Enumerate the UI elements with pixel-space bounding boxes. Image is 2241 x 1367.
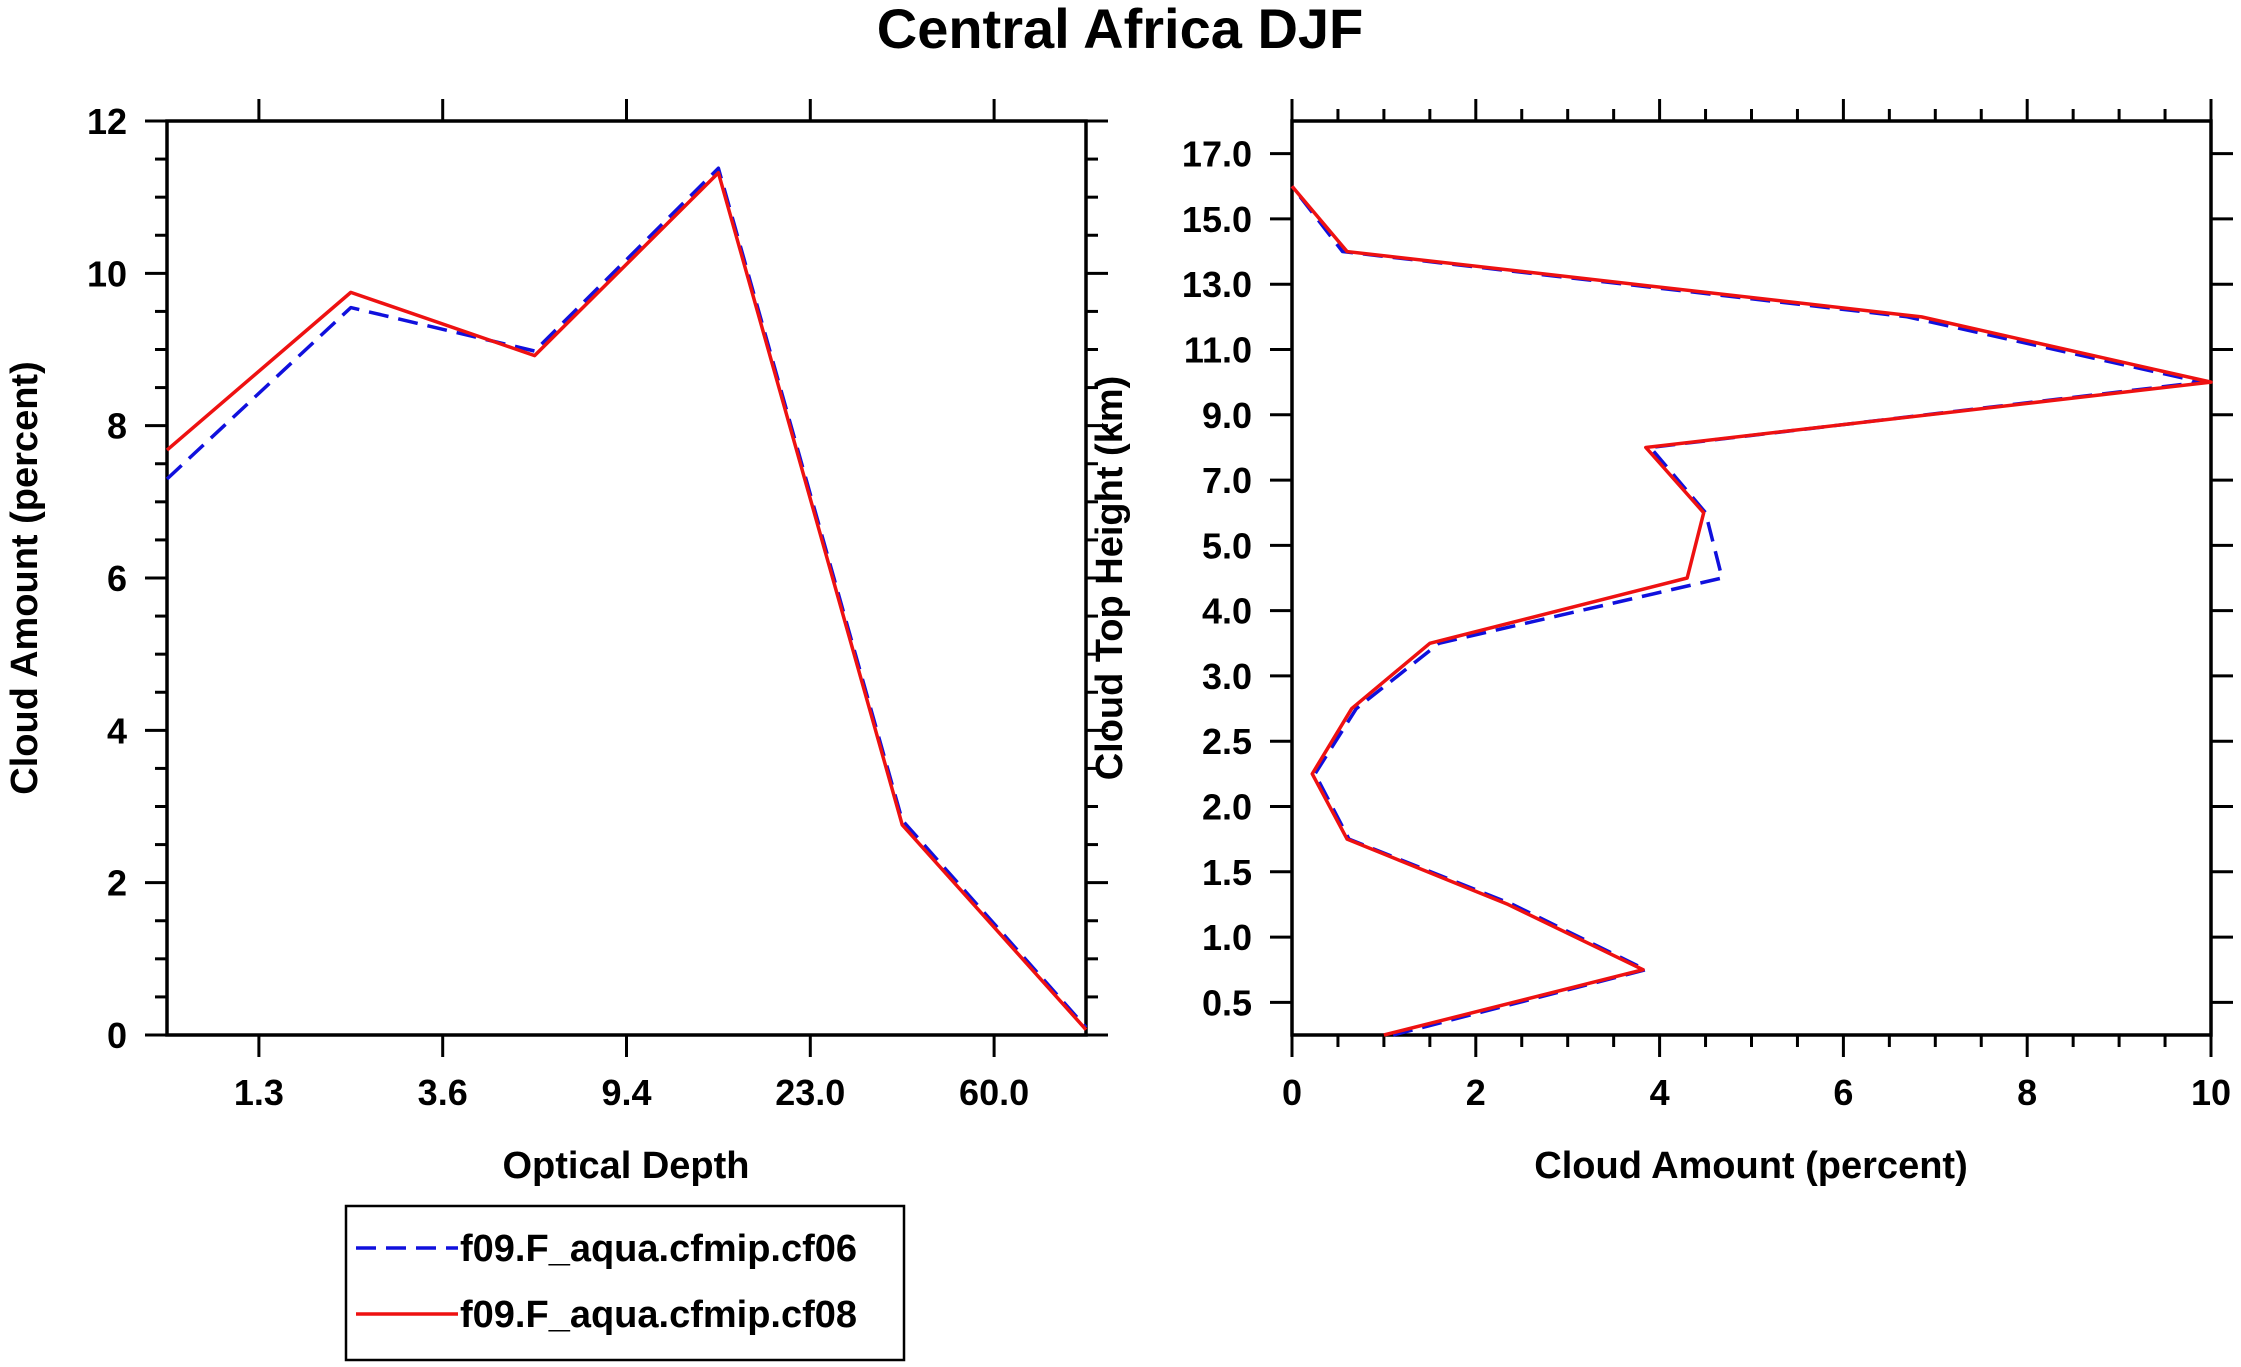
left-y-tick-label: 12 [87, 101, 127, 142]
legend-label-cf08: f09.F_aqua.cfmip.cf08 [460, 1294, 857, 1336]
right-y-tick-label: 13.0 [1182, 264, 1252, 305]
right-y-tick-label: 11.0 [1184, 330, 1252, 371]
right-chart-cloud-height: 0 2 4 6 8 10 0.5 1.0 1.5 2.0 2.5 3.0 4.0 5.0 7.0 9.0 11.… [1089, 99, 2233, 1187]
right-y-tick-label: 9.0 [1202, 395, 1252, 436]
legend: f09.F_aqua.cfmip.cf06 f09.F_aqua.cfmip.c… [344, 1204, 906, 1362]
right-x-tick-label: 2 [1466, 1072, 1486, 1113]
right-x-tick-label: 8 [2017, 1072, 2037, 1113]
left-axis-ticks: 1.3 3.6 9.4 23.0 60.0 0 2 4 6 8 10 12 [87, 99, 1108, 1113]
right-y-tick-label: 15.0 [1182, 199, 1252, 240]
legend-label-cf06: f09.F_aqua.cfmip.cf06 [460, 1228, 857, 1270]
left-y-tick-label: 0 [107, 1015, 127, 1056]
left-y-tick-label: 8 [107, 406, 127, 447]
left-y-tick-label: 2 [107, 863, 127, 904]
left-x-tick-label: 9.4 [601, 1072, 651, 1113]
left-x-tick-label: 23.0 [775, 1072, 845, 1113]
right-x-axis-label: Cloud Amount (percent) [1534, 1145, 1967, 1187]
right-y-tick-label: 1.5 [1202, 852, 1252, 893]
right-axis-ticks: 0 2 4 6 8 10 0.5 1.0 1.5 2.0 2.5 3.0 4.0 5.0 7.0 9.0 11.… [1182, 99, 2233, 1113]
right-y-tick-label: 3.0 [1202, 656, 1252, 697]
right-y-tick-label: 2.5 [1202, 721, 1252, 762]
left-series-line-cf06 [165, 166, 1088, 1029]
left-series-line-cf08 [165, 171, 1088, 1031]
left-series-group [165, 166, 1088, 1031]
right-y-tick-label: 0.5 [1202, 982, 1252, 1023]
right-series-group [1290, 185, 2213, 1037]
right-plot-frame [1290, 119, 2213, 1037]
right-y-tick-label: 1.0 [1202, 917, 1252, 958]
right-y-tick-label: 2.0 [1202, 787, 1252, 828]
right-y-tick-label: 17.0 [1182, 134, 1252, 175]
right-y-tick-label: 4.0 [1202, 591, 1252, 632]
right-x-tick-label: 6 [1833, 1072, 1853, 1113]
right-y-tick-label: 5.0 [1202, 525, 1252, 566]
right-series-line-cf08 [1290, 185, 2213, 1037]
right-x-tick-label: 4 [1650, 1072, 1670, 1113]
figure-title: Central Africa DJF [877, 0, 1364, 60]
left-y-tick-label: 4 [107, 710, 127, 751]
legend-box [344, 1204, 906, 1362]
left-x-tick-label: 1.3 [234, 1072, 284, 1113]
left-y-tick-label: 10 [87, 253, 127, 294]
left-chart-optical-depth: 1.3 3.6 9.4 23.0 60.0 0 2 4 6 8 10 12 Optical Depth… [4, 99, 1108, 1187]
left-x-tick-label: 60.0 [959, 1072, 1029, 1113]
left-x-axis-label: Optical Depth [502, 1145, 749, 1187]
left-y-tick-label: 6 [107, 558, 127, 599]
right-x-tick-label: 10 [2191, 1072, 2231, 1113]
left-x-tick-label: 3.6 [418, 1072, 468, 1113]
right-x-tick-label: 0 [1282, 1072, 1302, 1113]
right-series-line-cf06 [1290, 185, 2204, 1037]
left-y-axis-label: Cloud Amount (percent) [4, 361, 46, 794]
right-y-tick-label: 7.0 [1202, 460, 1252, 501]
right-y-axis-label: Cloud Top Height (km) [1089, 376, 1131, 781]
